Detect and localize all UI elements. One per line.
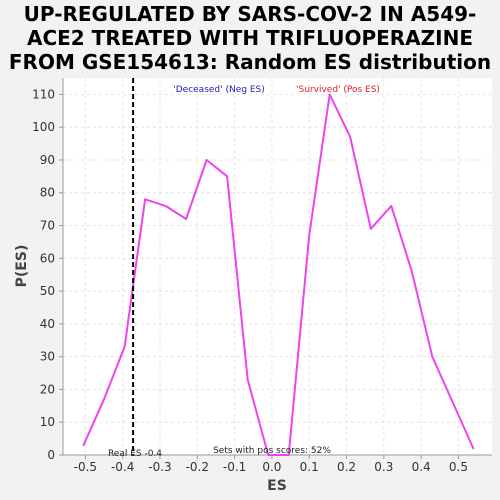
data-point — [164, 204, 167, 207]
data-point — [123, 345, 126, 348]
chart-title: UP-REGULATED BY SARS-COV-2 IN A549- ACE2… — [0, 2, 500, 74]
x-tick-label: -0.5 — [74, 460, 97, 474]
chart-title-line-1: UP-REGULATED BY SARS-COV-2 IN A549- — [23, 2, 477, 26]
chart-title-line-2: ACE2 TREATED WITH TRIFLUOPERAZINE — [26, 26, 473, 50]
neg-es-label: 'Deceased' (Neg ES) — [173, 85, 264, 95]
data-point — [472, 447, 475, 450]
data-point — [431, 355, 434, 358]
x-tick-label: 0.4 — [412, 460, 431, 474]
x-tick-label: 0.2 — [337, 460, 356, 474]
data-point — [308, 234, 311, 237]
grid — [63, 78, 492, 456]
series — [82, 78, 475, 456]
y-tick-label: 70 — [40, 219, 55, 233]
x-tick-label: 0.5 — [449, 460, 468, 474]
y-tick-label: 50 — [40, 284, 55, 298]
y-tick-label: 90 — [40, 153, 55, 167]
chart-title-line-3: FROM GSE154613: Random ES distribution — [8, 50, 492, 74]
x-tick-label: -0.3 — [148, 460, 171, 474]
y-tick-label: 20 — [40, 382, 55, 396]
real-es-label: Real ES -0.4 — [108, 449, 162, 459]
y-tick-label: 10 — [40, 415, 55, 429]
data-point — [205, 159, 208, 161]
y-tick-label: 60 — [40, 251, 55, 265]
x-axis-label: ES — [267, 478, 287, 494]
y-axis-label: P(ES) — [14, 245, 30, 288]
data-point — [226, 175, 229, 178]
x-tick-label: 0.0 — [262, 460, 281, 474]
data-point — [82, 444, 85, 447]
data-point — [246, 378, 249, 381]
annotations: 'Deceased' (Neg ES) 'Survived' (Pos ES) … — [108, 85, 380, 459]
ticks: -0.5 -0.4 -0.3 -0.2 -0.1 0.0 0.1 0.2 0.3 0.4 0.5 0 1… — [32, 87, 468, 474]
data-point — [349, 136, 352, 138]
y-tick-label: 100 — [32, 120, 55, 134]
plot-area — [63, 78, 492, 455]
data-point — [103, 398, 105, 401]
y-tick-label: 0 — [47, 448, 55, 462]
data-point — [451, 401, 454, 404]
x-tick-label: -0.4 — [111, 460, 134, 474]
pos-scores-label: Sets with pos scores: 52% — [213, 446, 331, 456]
data-point — [185, 218, 188, 220]
y-tick-label: 30 — [40, 350, 55, 364]
data-point — [328, 93, 331, 96]
y-tick-label: 80 — [40, 186, 55, 200]
data-point — [144, 198, 146, 201]
distribution-line — [82, 93, 475, 456]
data-point — [410, 270, 413, 273]
data-point — [267, 454, 270, 456]
x-tick-label: -0.2 — [186, 460, 209, 474]
x-tick-label: -0.1 — [223, 460, 246, 474]
x-tick-label: 0.3 — [374, 460, 393, 474]
y-tick-label: 110 — [32, 87, 55, 101]
pos-es-label: 'Survived' (Pos ES) — [296, 85, 380, 95]
data-point — [369, 227, 372, 230]
data-point — [390, 204, 393, 207]
y-tick-label: 40 — [40, 317, 55, 331]
x-tick-label: 0.1 — [300, 460, 319, 474]
data-point — [287, 454, 290, 456]
